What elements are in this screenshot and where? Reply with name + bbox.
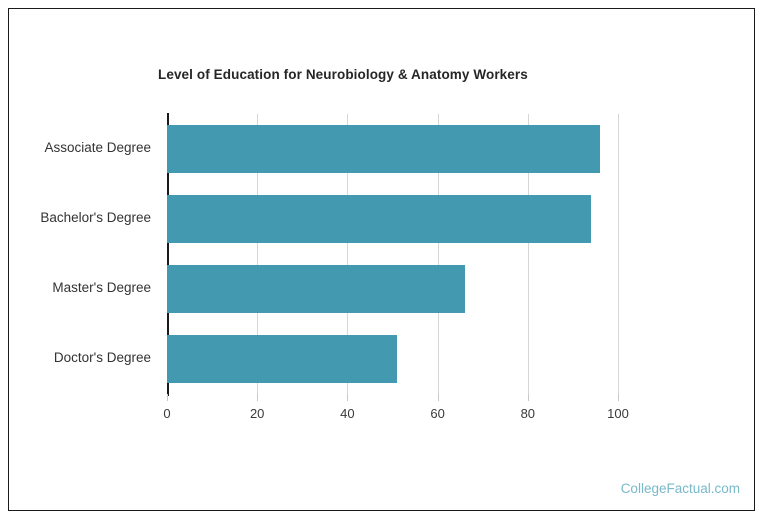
tickmark-80 bbox=[527, 394, 529, 401]
x-tick-label-40: 40 bbox=[340, 406, 355, 421]
y-category-label: Associate Degree bbox=[44, 140, 151, 155]
site-watermark: CollegeFactual.com bbox=[620, 481, 740, 496]
y-axis-line bbox=[167, 113, 169, 396]
tickmark-0 bbox=[167, 394, 168, 401]
bar[interactable] bbox=[167, 335, 397, 383]
x-tick-label-100: 100 bbox=[607, 406, 629, 421]
tickmark-40 bbox=[347, 394, 349, 401]
x-tick-label-60: 60 bbox=[430, 406, 445, 421]
x-tick-label-80: 80 bbox=[520, 406, 536, 421]
x-tick-label-20: 20 bbox=[249, 406, 265, 421]
gridline-100 bbox=[618, 114, 619, 394]
y-axis-category-labels: Associate Degree Bachelor's Degree Master'… bbox=[0, 114, 167, 394]
tickmark-100 bbox=[618, 394, 619, 401]
bar[interactable] bbox=[167, 195, 591, 243]
y-category-label: Bachelor's Degree bbox=[40, 210, 151, 225]
gridline-80 bbox=[527, 114, 529, 394]
y-category-label: Master's Degree bbox=[52, 280, 151, 295]
gridline-60 bbox=[437, 114, 439, 394]
bar[interactable] bbox=[167, 125, 600, 173]
bar[interactable] bbox=[167, 265, 465, 313]
chart-title: Level of Education for Neurobiology & An… bbox=[158, 67, 528, 82]
y-category-label: Doctor's Degree bbox=[53, 350, 151, 365]
x-tick-label-0: 0 bbox=[163, 406, 171, 421]
chart-card: Level of Education for Neurobiology & An… bbox=[8, 8, 755, 511]
gridline-20 bbox=[257, 114, 259, 394]
plot-area: 0 20 40 60 80 100 Associate Degree Bachelor's … bbox=[40, 114, 629, 421]
tickmark-20 bbox=[257, 394, 259, 401]
tickmark-60 bbox=[437, 394, 439, 401]
gridline-40 bbox=[347, 114, 349, 394]
